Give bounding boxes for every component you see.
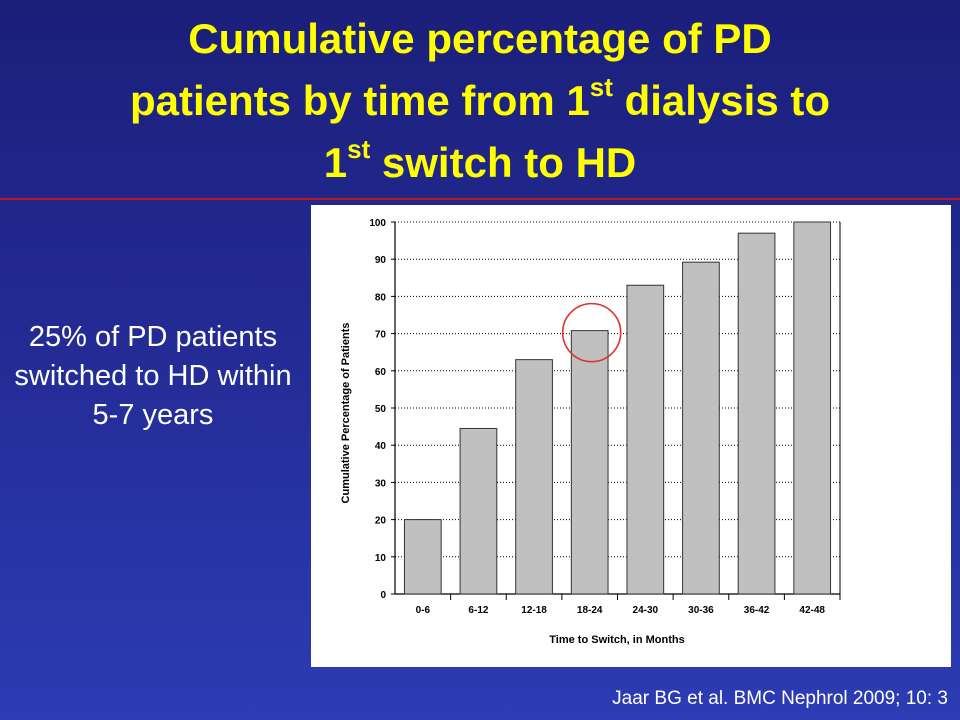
x-tick-label: 42-48 bbox=[799, 605, 825, 616]
bar-6-12 bbox=[459, 427, 498, 595]
bar-12-18 bbox=[515, 359, 553, 595]
y-tick-label: 90 bbox=[375, 255, 387, 266]
y-axis-label: Cumulative Percentage of Patients bbox=[340, 323, 352, 504]
x-tick-label: 30-36 bbox=[688, 605, 714, 616]
y-tick-label: 80 bbox=[375, 292, 387, 303]
x-tick-label: 18-24 bbox=[577, 605, 603, 616]
y-tick-label: 10 bbox=[375, 553, 387, 564]
x-tick-label: 24-30 bbox=[633, 605, 659, 616]
x-tick-label: 6-12 bbox=[468, 605, 488, 616]
y-tick-label: 50 bbox=[375, 404, 387, 415]
callout-text: 25% of PD patients switched to HD within… bbox=[14, 321, 292, 431]
tick-labels: 0 10 20 30 40 50 60 70 80 90 100 0-6 6-12 12-18 18-24 2… bbox=[369, 218, 825, 616]
y-tick-label: 20 bbox=[375, 516, 387, 527]
bar-42-48 bbox=[793, 221, 832, 595]
chart-panel: 0 10 20 30 40 50 60 70 80 90 100 0-6 6-12 12-18 18-24 2… bbox=[311, 205, 951, 667]
title-line-1: Cumulative percentage of PD bbox=[188, 15, 772, 62]
bars bbox=[403, 221, 832, 595]
citation: Jaar BG et al. BMC Nephrol 2009; 10: 3 bbox=[612, 688, 948, 709]
bar-30-36 bbox=[682, 261, 720, 595]
x-tick-label: 0-6 bbox=[416, 605, 431, 616]
title-line-2: patients by time from 1st dialysis to bbox=[130, 72, 830, 124]
bar-24-30 bbox=[626, 284, 665, 595]
y-tick-label: 0 bbox=[380, 590, 386, 601]
grid-lines bbox=[395, 221, 840, 558]
y-tick-label: 60 bbox=[375, 367, 387, 378]
x-tick-label: 36-42 bbox=[744, 605, 770, 616]
y-tick-label: 100 bbox=[369, 218, 386, 229]
y-tick-label: 70 bbox=[375, 330, 387, 341]
bar-18-24 bbox=[570, 330, 609, 595]
x-axis-label: Time to Switch, in Months bbox=[549, 634, 684, 646]
bar-chart: 0 10 20 30 40 50 60 70 80 90 100 0-6 6-12 12-18 18-24 2… bbox=[340, 218, 841, 646]
bar-0-6 bbox=[403, 519, 442, 595]
bar-36-42 bbox=[737, 232, 776, 595]
y-tick-label: 40 bbox=[375, 441, 387, 452]
highlight-circle bbox=[561, 302, 622, 363]
x-tick-label: 12-18 bbox=[521, 605, 547, 616]
title-divider bbox=[0, 198, 960, 200]
slide-title: Cumulative percentage of PD patients by … bbox=[0, 8, 960, 194]
title-line-3: 1st switch to HD bbox=[323, 134, 637, 186]
y-tick-label: 30 bbox=[375, 478, 387, 489]
